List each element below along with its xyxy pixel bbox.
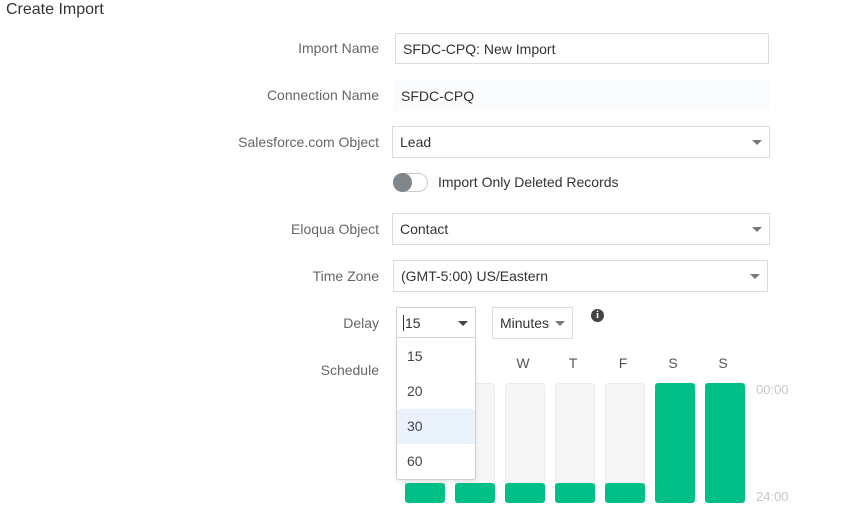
field-label: Time Zone [312,268,379,284]
select-value: 15 [403,315,421,331]
field-label: Eloqua Object [291,221,379,237]
text-input[interactable]: SFDC-CPQ: New Import [395,33,769,64]
dropdown-option[interactable]: 15 [407,348,423,364]
page-title: Create Import [6,1,104,18]
dropdown-option[interactable]: 60 [407,453,423,469]
select-value: Contact [400,221,449,237]
toggle[interactable] [393,173,428,192]
schedule-slot [555,483,595,503]
field-label: Salesforce.com Object [238,134,379,150]
select[interactable]: (GMT-5:00) US/Eastern [393,260,768,292]
time-label: 24:00 [756,489,789,504]
schedule-slot [405,483,445,503]
caret [752,140,762,145]
time-label: 00:00 [756,382,789,397]
unit-select[interactable]: Minutes [492,307,573,339]
day-column-full[interactable] [705,383,745,503]
dropdown-list: 15 20 30 60 [396,337,476,480]
toggle-knob [393,173,412,192]
info-icon[interactable]: i [591,309,604,322]
schedule-slot [605,483,645,503]
caret [750,274,760,279]
schedule-slot [505,483,545,503]
toggle-label: Import Only Deleted Records [438,174,619,190]
caret [555,321,565,326]
field-label: Connection Name [266,87,379,103]
day-label: W [516,355,530,371]
dropdown-option[interactable]: 20 [407,383,423,399]
input-value: SFDC-CPQ [401,88,475,104]
day-label: T [568,355,578,371]
field-label: Schedule [320,362,379,378]
day-column-full[interactable] [655,383,695,503]
dropdown-option[interactable]: 30 [397,409,475,444]
caret [458,321,468,326]
field-label: Import Name [298,40,379,56]
select[interactable]: Lead [392,126,770,158]
select-value: Lead [400,134,432,150]
input-value: SFDC-CPQ: New Import [403,41,556,57]
day-label: S [668,355,678,371]
field-label: Delay [343,315,379,331]
readonly-input: SFDC-CPQ [393,80,769,111]
delay-select[interactable]: 15 [396,307,476,339]
day-label: S [718,355,728,371]
select-value: Minutes [500,315,550,331]
schedule-slot [455,483,495,503]
caret [752,227,762,232]
day-label: F [618,355,628,371]
select-value: (GMT-5:00) US/Eastern [401,268,549,284]
select[interactable]: Contact [392,213,770,245]
